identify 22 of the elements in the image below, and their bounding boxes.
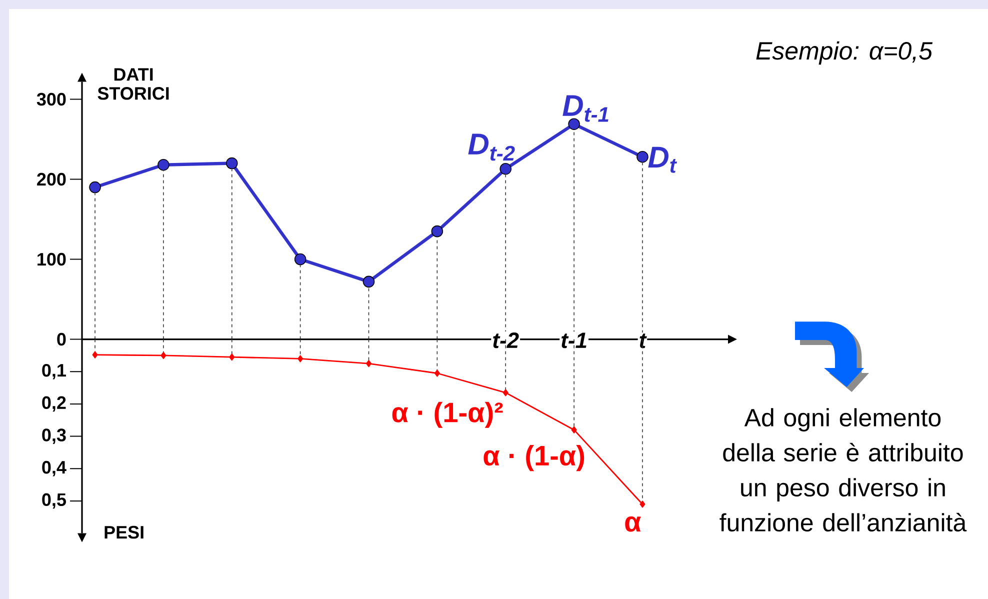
text: Ad ogni elemento della serie è attribuito un peso diverso in funzione dell’anzianità xyxy=(720,408,967,532)
y-axis-title: DATI STORICI xyxy=(98,68,169,100)
y-tick-label: 0,1 xyxy=(42,364,66,380)
x-tick-label: t xyxy=(640,334,647,348)
annotation: α xyxy=(625,516,641,532)
y-tick-label: 100 xyxy=(38,252,66,266)
annotation: D$_{t-2}$ xyxy=(468,134,515,161)
y-tick-label: 200 xyxy=(37,172,66,186)
y-tick-label: 0,4 xyxy=(42,460,66,476)
y-tick-label: 0 xyxy=(57,332,66,346)
annotation: D$_{t}$ xyxy=(648,146,678,173)
y-tick-label: 300 xyxy=(36,92,66,106)
annotation: α · (1-α) xyxy=(484,445,584,472)
text: Esempio: α=0,5 xyxy=(756,41,933,65)
y-axis-title: PESI xyxy=(104,526,144,539)
annotation: D$_{t-1}$ xyxy=(562,95,608,122)
x-tick-label: t-2 xyxy=(493,332,519,348)
y-tick-label: 0,5 xyxy=(42,493,66,509)
y-tick-label: 0,3 xyxy=(42,428,66,444)
y-tick-label: 0,2 xyxy=(42,396,66,412)
annotation: α · (1-α)² xyxy=(392,402,503,428)
x-tick-label: t-1 xyxy=(562,332,586,348)
